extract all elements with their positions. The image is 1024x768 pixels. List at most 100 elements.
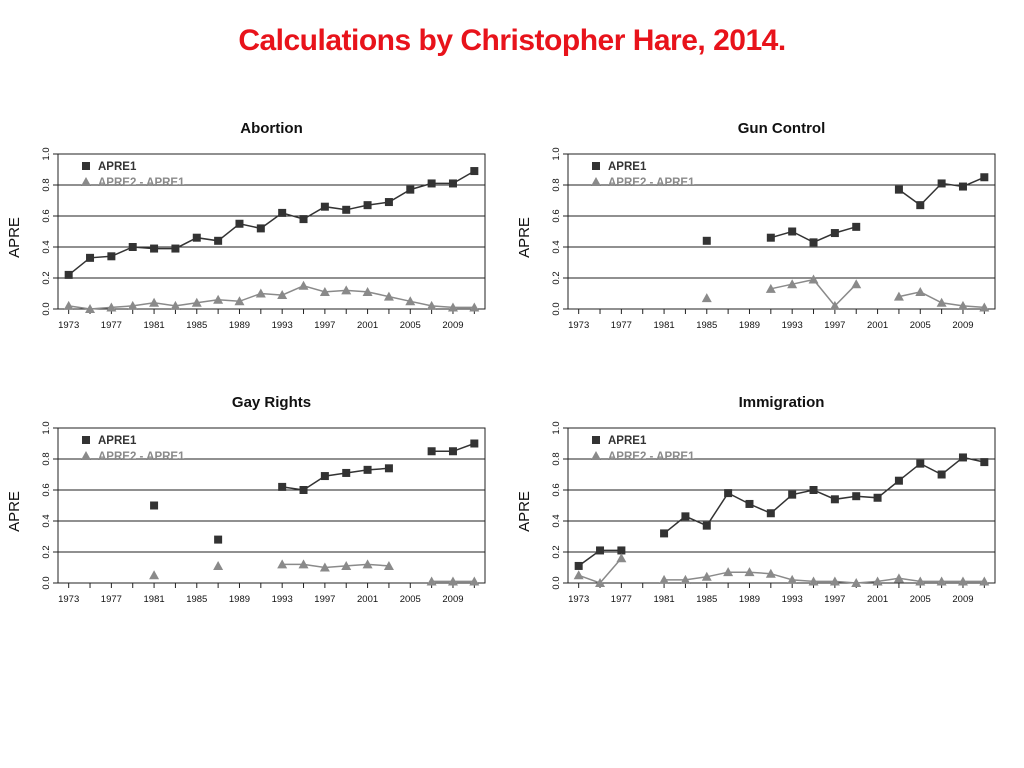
plot-frame [57,153,486,310]
chart-svg-immigration: Immigration APRE 0.0 0.2 0.4 0.6 0.8 1.0 1973 197… [516,394,996,605]
point-apre2-apre1 [979,576,990,586]
legend-label: APRE2 - APRE1 [608,177,695,189]
point-apre1 [788,227,797,236]
point-apre2-apre1 [85,304,96,313]
point-apre1 [64,270,73,279]
y-tick-label: 0.8 [41,178,52,191]
point-apre1 [299,486,308,494]
chart-panel-abortion: Abortion APRE 0.0 0.2 0.4 0.6 0.8 1.0 1973 1977 19… [0,112,490,337]
point-apre2-apre1 [341,560,352,570]
point-apre1 [342,205,351,214]
y-tick-label: 0.0 [41,302,52,315]
y-tick-label: 0.8 [41,452,52,465]
chart-panel-immigration: Immigration APRE 0.0 0.2 0.4 0.6 0.8 1.0 1973 197… [510,386,1000,611]
legend-label: APRE2 - APRE1 [608,451,695,463]
point-apre1 [150,244,159,253]
legend-label: APRE2 - APRE1 [98,451,185,463]
point-apre1 [702,521,711,530]
chart-title: Abortion [240,120,302,137]
point-apre1 [660,529,669,538]
point-apre2-apre1 [851,578,862,587]
x-tick-label: 1997 [314,594,335,605]
plot-frame [57,427,486,584]
point-apre2-apre1 [936,576,947,586]
y-tick-label: 0.2 [41,545,52,558]
point-apre1 [363,465,372,474]
point-apre2-apre1 [106,302,117,312]
x-tick-label: 1973 [58,594,79,605]
point-apre2-apre1 [191,297,202,307]
point-apre1 [384,198,393,207]
point-apre2-apre1 [383,291,394,301]
point-apre2-apre1 [872,576,883,586]
point-apre2-apre1 [63,300,74,310]
point-apre2-apre1 [979,302,990,312]
y-tick-label: 0.8 [551,452,562,465]
x-tick-label: 2001 [357,594,378,605]
y-tick-label: 0.8 [551,178,562,191]
y-tick-label: 1.0 [551,147,562,160]
point-apre1 [809,486,818,494]
point-apre1 [980,173,989,182]
point-apre2-apre1 [765,568,776,578]
point-apre1 [214,535,223,544]
x-tick-label: 1993 [272,320,293,331]
x-tick-label: 2009 [442,594,463,605]
point-apre1 [86,253,95,262]
point-apre1 [406,185,415,194]
point-apre2-apre1 [170,300,181,310]
point-apre1 [320,202,329,211]
legend-square-icon [82,162,90,170]
point-apre1 [702,236,711,245]
legend-label: APRE1 [98,435,137,447]
point-apre2-apre1 [127,300,138,310]
y-tick-label: 0.4 [551,240,562,253]
point-apre2-apre1 [383,560,394,570]
x-tick-label: 1981 [654,594,675,605]
plot-frame [567,427,996,584]
point-apre1 [894,185,903,194]
point-apre1 [363,201,372,210]
legend-square-icon [592,162,600,170]
point-apre1 [596,546,605,555]
legend-triangle-icon [591,177,601,186]
point-apre1 [171,244,180,253]
x-tick-label: 1981 [144,320,165,331]
point-apre2-apre1 [787,574,798,584]
point-apre2-apre1 [915,286,926,296]
x-tick-label: 1997 [314,320,335,331]
point-apre1 [980,458,989,467]
x-tick-label: 2001 [867,320,888,331]
y-tick-label: 0.4 [41,514,52,527]
point-apre2-apre1 [213,560,224,570]
point-apre2-apre1 [829,300,840,310]
chart-svg-gun-control: Gun Control APRE 0.0 0.2 0.4 0.6 0.8 1.0 1973 197… [516,120,996,331]
series-line-apre1 [282,467,389,491]
point-apre2-apre1 [765,283,776,293]
point-apre1 [766,233,775,242]
point-apre2-apre1 [341,285,352,295]
point-apre1 [617,546,626,555]
point-apre2-apre1 [680,574,691,584]
x-tick-label: 1985 [696,320,717,331]
x-tick-label: 1985 [186,594,207,605]
legend-triangle-icon [591,451,601,460]
series-line-apre2-apre1 [282,563,389,569]
x-tick-label: 1981 [654,320,675,331]
y-tick-label: 0.6 [41,209,52,222]
y-tick-label: 0.6 [551,483,562,496]
y-tick-label: 0.4 [551,514,562,527]
point-apre2-apre1 [829,576,840,586]
point-apre2-apre1 [255,288,266,298]
point-apre1 [214,236,223,245]
point-apre1 [235,219,244,228]
point-apre1 [342,468,351,477]
point-apre2-apre1 [362,559,373,569]
series-line-apre2-apre1 [664,571,985,584]
y-tick-label: 0.6 [551,209,562,222]
point-apre1 [788,490,797,499]
y-tick-label: 0.2 [551,545,562,558]
point-apre1 [384,464,393,473]
point-apre2-apre1 [469,576,480,586]
point-apre1 [916,459,925,468]
